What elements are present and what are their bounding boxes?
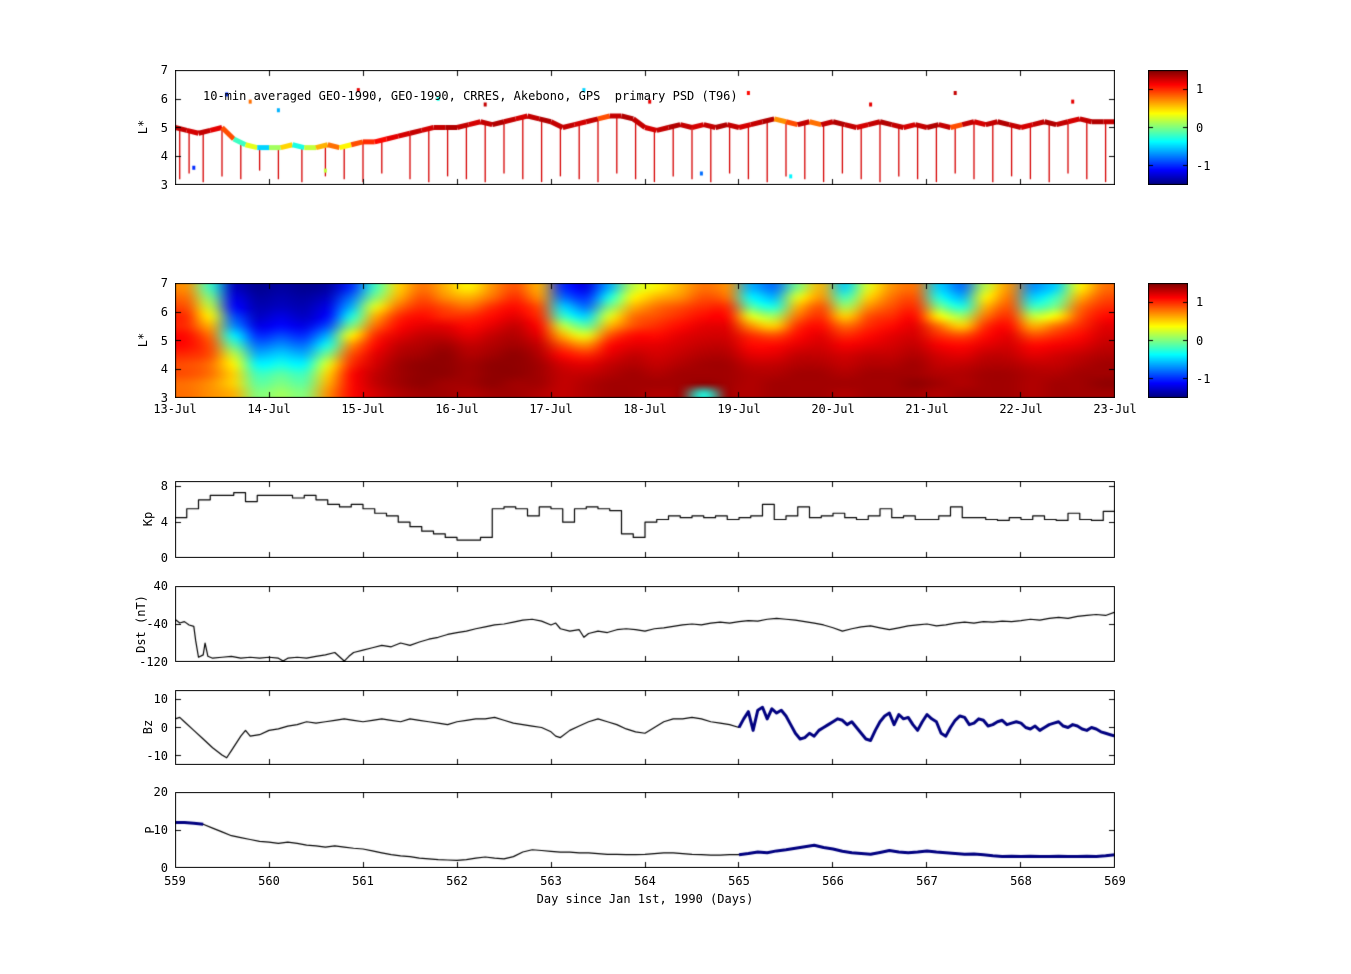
tick-label: 10 bbox=[153, 691, 168, 706]
tick-label: 6 bbox=[160, 304, 168, 319]
tick-label: 560 bbox=[258, 874, 280, 888]
tick-label: 3 bbox=[160, 391, 168, 405]
tick-label: 559 bbox=[164, 874, 186, 888]
colorbar-observed-canvas bbox=[1148, 70, 1188, 185]
tick-label: 20 bbox=[153, 785, 168, 799]
tick-label: 6 bbox=[160, 91, 168, 106]
tick-label: 566 bbox=[822, 874, 844, 888]
tick-label: 5 bbox=[160, 333, 168, 348]
tick-label: 4 bbox=[160, 362, 168, 377]
tick-label: -1 bbox=[1196, 158, 1211, 173]
tick-label: 4 bbox=[160, 515, 168, 530]
p-canvas bbox=[175, 792, 1115, 868]
tick-label: 564 bbox=[634, 874, 656, 888]
tick-label: 7 bbox=[160, 276, 168, 290]
tick-label: 562 bbox=[446, 874, 468, 888]
tick-label: 15-Jul bbox=[341, 402, 385, 416]
xaxis-label: Day since Jan 1st, 1990 (Days) bbox=[536, 892, 754, 906]
tick-label: 567 bbox=[916, 874, 938, 888]
tick-label: -10 bbox=[146, 749, 168, 764]
ylabel-kp: Kp bbox=[141, 511, 155, 527]
tick-label: 16-Jul bbox=[435, 402, 479, 416]
psd-observed-canvas bbox=[175, 70, 1115, 185]
tick-label: 21-Jul bbox=[905, 402, 949, 416]
tick-label: 1 bbox=[1196, 82, 1204, 97]
tick-label: 561 bbox=[352, 874, 374, 888]
tick-label: 4 bbox=[160, 149, 168, 164]
tick-label: 0 bbox=[160, 551, 168, 565]
tick-label: 23-Jul bbox=[1093, 402, 1137, 416]
panel1-title: 10-min averaged GEO-1990, GEO-1990, CRRE… bbox=[203, 89, 738, 103]
tick-label: -120 bbox=[139, 655, 168, 669]
tick-label: 19-Jul bbox=[717, 402, 761, 416]
tick-label: -40 bbox=[146, 617, 168, 631]
tick-label: 0 bbox=[1196, 120, 1204, 135]
tick-label: 13-Jul bbox=[153, 402, 197, 416]
psd-model-canvas bbox=[175, 283, 1115, 398]
tick-label: 5 bbox=[160, 120, 168, 135]
tick-label: 569 bbox=[1104, 874, 1126, 888]
tick-label: 0 bbox=[1196, 333, 1204, 348]
tick-label: 568 bbox=[1010, 874, 1032, 888]
tick-label: 563 bbox=[540, 874, 562, 888]
tick-label: 22-Jul bbox=[999, 402, 1043, 416]
tick-label: 14-Jul bbox=[247, 402, 291, 416]
tick-label: 40 bbox=[153, 579, 168, 593]
tick-label: 10 bbox=[153, 823, 168, 837]
tick-label: 0 bbox=[160, 720, 168, 735]
tick-label: 0 bbox=[160, 861, 168, 875]
tick-label: 20-Jul bbox=[811, 402, 855, 416]
ylabel-psd-observed: L* bbox=[136, 119, 150, 135]
bz-canvas bbox=[175, 690, 1115, 765]
tick-label: 565 bbox=[728, 874, 750, 888]
tick-label: 17-Jul bbox=[529, 402, 573, 416]
tick-label: -1 bbox=[1196, 371, 1211, 386]
colorbar-model-canvas bbox=[1148, 283, 1188, 398]
ylabel-psd-model: L* bbox=[136, 332, 150, 348]
dst-canvas bbox=[175, 586, 1115, 662]
tick-label: 1 bbox=[1196, 295, 1204, 310]
tick-label: 3 bbox=[160, 178, 168, 192]
kp-canvas bbox=[175, 481, 1115, 558]
tick-label: 18-Jul bbox=[623, 402, 667, 416]
tick-label: 7 bbox=[160, 63, 168, 77]
ylabel-bz: Bz bbox=[141, 719, 155, 735]
tick-label: 8 bbox=[160, 479, 168, 494]
